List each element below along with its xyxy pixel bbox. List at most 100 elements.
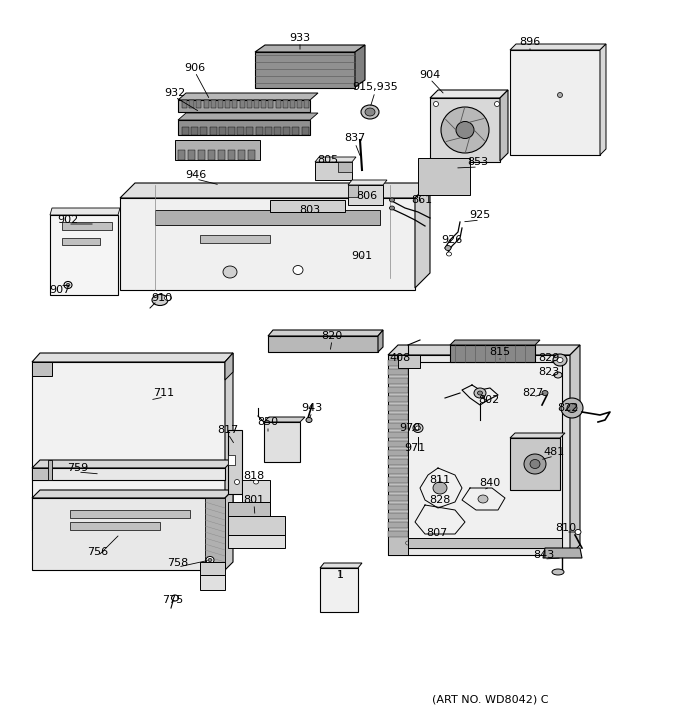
Polygon shape — [305, 100, 309, 108]
Ellipse shape — [441, 107, 489, 153]
Polygon shape — [32, 468, 225, 480]
Polygon shape — [70, 522, 160, 530]
Polygon shape — [70, 510, 190, 518]
Polygon shape — [225, 490, 233, 570]
Ellipse shape — [545, 541, 551, 545]
Polygon shape — [228, 516, 285, 535]
Polygon shape — [510, 438, 560, 490]
Ellipse shape — [390, 198, 394, 202]
Polygon shape — [450, 345, 535, 362]
Polygon shape — [188, 150, 195, 160]
Polygon shape — [388, 405, 408, 411]
Ellipse shape — [206, 557, 214, 563]
Ellipse shape — [474, 388, 486, 398]
Ellipse shape — [447, 252, 452, 256]
Text: 822: 822 — [558, 403, 579, 413]
Polygon shape — [388, 513, 408, 519]
Polygon shape — [32, 460, 233, 468]
Polygon shape — [32, 362, 52, 376]
Polygon shape — [120, 198, 415, 290]
Ellipse shape — [434, 541, 439, 545]
Polygon shape — [388, 459, 408, 465]
Polygon shape — [120, 183, 430, 198]
Polygon shape — [247, 100, 252, 108]
Polygon shape — [268, 336, 378, 352]
Polygon shape — [388, 504, 408, 510]
Ellipse shape — [503, 541, 509, 545]
Polygon shape — [348, 185, 383, 205]
Polygon shape — [261, 100, 266, 108]
Text: 933: 933 — [290, 33, 311, 43]
Polygon shape — [50, 215, 118, 295]
Ellipse shape — [235, 479, 239, 484]
Polygon shape — [264, 422, 300, 462]
Text: 805: 805 — [318, 155, 339, 165]
Ellipse shape — [557, 357, 563, 362]
Polygon shape — [32, 362, 225, 530]
Text: 843: 843 — [533, 550, 555, 560]
Polygon shape — [378, 330, 383, 352]
Polygon shape — [315, 157, 356, 162]
Polygon shape — [218, 100, 223, 108]
Polygon shape — [48, 460, 52, 480]
Polygon shape — [248, 150, 255, 160]
Polygon shape — [348, 185, 358, 197]
Polygon shape — [178, 150, 185, 160]
Polygon shape — [500, 90, 508, 161]
Polygon shape — [388, 355, 408, 555]
Polygon shape — [388, 396, 408, 402]
Text: 818: 818 — [243, 471, 265, 481]
Text: 837: 837 — [344, 133, 366, 143]
Polygon shape — [218, 150, 225, 160]
Polygon shape — [200, 575, 225, 590]
Polygon shape — [302, 127, 309, 135]
Polygon shape — [225, 353, 233, 380]
Polygon shape — [338, 162, 352, 172]
Polygon shape — [32, 490, 233, 498]
Ellipse shape — [165, 296, 171, 300]
Ellipse shape — [426, 541, 432, 545]
Text: 907: 907 — [50, 285, 71, 295]
Ellipse shape — [420, 541, 424, 545]
Text: 932: 932 — [165, 88, 186, 98]
Polygon shape — [254, 100, 259, 108]
Polygon shape — [348, 180, 387, 185]
Polygon shape — [32, 498, 225, 570]
Polygon shape — [315, 162, 352, 180]
Polygon shape — [320, 568, 358, 612]
Ellipse shape — [152, 294, 168, 305]
Ellipse shape — [415, 426, 420, 430]
Polygon shape — [255, 45, 365, 52]
Ellipse shape — [469, 541, 473, 545]
Text: 840: 840 — [479, 478, 500, 488]
Polygon shape — [242, 480, 270, 502]
Polygon shape — [175, 140, 260, 160]
Ellipse shape — [405, 541, 411, 545]
Polygon shape — [408, 538, 562, 548]
Ellipse shape — [208, 558, 212, 561]
Polygon shape — [270, 200, 345, 212]
Text: 801: 801 — [243, 495, 265, 505]
Polygon shape — [388, 486, 408, 492]
Text: 925: 925 — [469, 210, 491, 220]
Ellipse shape — [511, 541, 515, 545]
Polygon shape — [208, 150, 215, 160]
Polygon shape — [430, 90, 508, 98]
Ellipse shape — [447, 541, 452, 545]
Polygon shape — [388, 345, 580, 355]
Text: 828: 828 — [429, 495, 451, 505]
Polygon shape — [237, 127, 244, 135]
Text: 861: 861 — [411, 195, 432, 205]
Ellipse shape — [561, 398, 583, 418]
Polygon shape — [228, 455, 235, 465]
Polygon shape — [256, 127, 262, 135]
Text: (ART NO. WD8042) C: (ART NO. WD8042) C — [432, 695, 548, 705]
Text: 408: 408 — [390, 353, 411, 363]
Polygon shape — [275, 100, 281, 108]
Polygon shape — [239, 100, 245, 108]
Polygon shape — [228, 127, 235, 135]
Polygon shape — [178, 100, 310, 112]
Polygon shape — [398, 362, 562, 548]
Polygon shape — [388, 477, 408, 483]
Ellipse shape — [496, 541, 502, 545]
